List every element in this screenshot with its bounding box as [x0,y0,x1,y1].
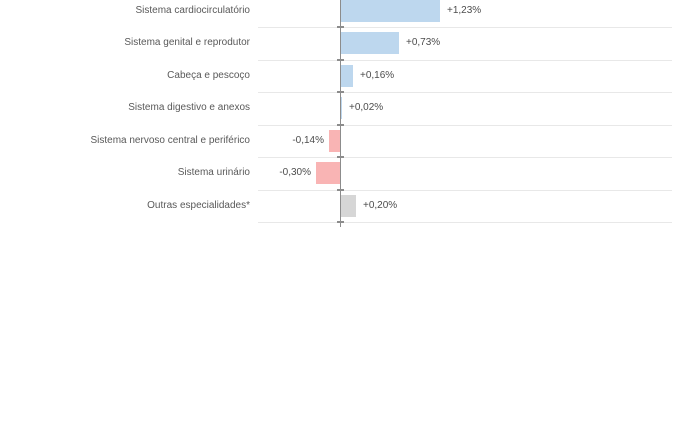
bar [340,194,356,217]
value-label: -0,14% [292,134,324,146]
category-label: Sistema genital e reprodutor [124,37,250,49]
gridline [258,222,672,223]
zero-axis-line [340,0,341,227]
gridline [258,92,672,93]
axis-tick [337,221,344,223]
value-label: -0,30% [279,167,311,179]
category-label: Outras especialidades* [147,199,250,211]
value-label: +0,73% [406,37,441,49]
value-label: +0,20% [363,199,398,211]
axis-tick [337,123,344,126]
bar [329,129,340,152]
gridline [258,59,672,61]
axis-tick [337,26,344,28]
gridline [258,27,672,28]
value-label: +0,02% [349,102,384,114]
bar [340,64,353,87]
bar [316,162,340,185]
gridline [258,124,672,126]
category-label: Cabeça e pescoço [167,69,250,81]
value-label: +0,16% [360,69,395,81]
category-label: Sistema nervoso central e periférico [90,134,250,146]
value-label: +1,23% [447,4,482,16]
bar [340,97,342,120]
gridline [258,189,672,191]
category-label: Sistema urinário [177,167,250,179]
category-label: Sistema cardiocirculatório [135,4,251,16]
bar [340,0,440,22]
axis-tick [337,156,344,158]
bar [340,32,399,55]
axis-tick [337,188,344,191]
gridline [258,157,672,158]
category-label: Sistema digestivo e anexos [128,102,250,114]
axis-tick [337,91,344,93]
axis-tick [337,58,344,61]
